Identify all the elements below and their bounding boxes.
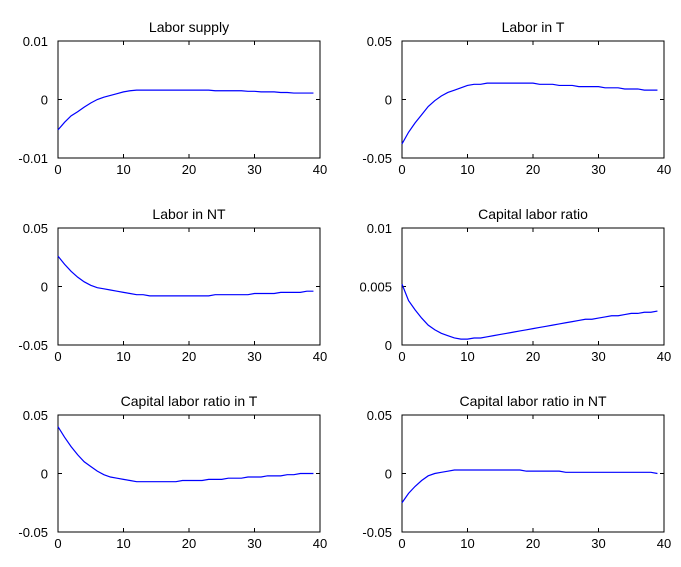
subplot-5: Capital labor ratio in T 0 10 20 30 40 -0.05 0 0…: [18, 393, 327, 551]
series-line: [57, 426, 314, 483]
x-tick-label: 20: [526, 536, 540, 551]
x-tick-label: 30: [247, 536, 261, 551]
subplot-1: Labor supply 0 10 20 30 40 -0.01 0 0.01: [18, 19, 327, 177]
x-tick-label: 0: [54, 349, 61, 364]
x-tick-label: 20: [182, 536, 196, 551]
y-tick-label: 0: [41, 467, 48, 482]
x-tick-label: 10: [460, 162, 474, 177]
axes-frame: [57, 40, 321, 159]
x-tick-label: 40: [313, 162, 327, 177]
subplot-6: Capital labor ratio in NT 0 10 20 30 40 -0.05 0…: [362, 393, 671, 551]
subplot-title: Labor in NT: [152, 206, 226, 222]
subplot-title: Capital labor ratio in NT: [459, 393, 607, 409]
x-tick-label: 30: [591, 536, 605, 551]
subplot-4: Capital labor ratio 0 10 20 30 40 0 0.005 0.01: [359, 206, 671, 364]
y-tick-label: 0: [385, 93, 392, 108]
y-tick-label: 0.05: [23, 221, 48, 236]
y-tick-label: -0.05: [362, 151, 392, 166]
x-tick-label: 0: [54, 536, 61, 551]
y-tick-label: 0.005: [359, 280, 392, 295]
x-tick-label: 30: [247, 349, 261, 364]
x-tick-label: 30: [591, 349, 605, 364]
x-tick-label: 20: [182, 162, 196, 177]
x-tick-label: 30: [591, 162, 605, 177]
series-line: [401, 469, 658, 504]
x-tick-label: 40: [657, 536, 671, 551]
x-tick-label: 10: [116, 162, 130, 177]
y-tick-label: -0.05: [362, 525, 392, 540]
x-tick-label: 20: [182, 349, 196, 364]
series-line: [57, 89, 314, 131]
y-tick-label: 0.01: [367, 221, 392, 236]
subplot-3: Labor in NT 0 10 20 30 40 -0.05 0 0.05: [18, 206, 327, 364]
x-tick-label: 10: [460, 536, 474, 551]
x-tick-label: 30: [247, 162, 261, 177]
series-line: [401, 283, 658, 340]
y-tick-label: -0.01: [18, 151, 48, 166]
x-tick-label: 40: [657, 349, 671, 364]
subplot-title: Capital labor ratio: [478, 206, 588, 222]
subplot-title: Capital labor ratio in T: [121, 393, 258, 409]
axes-frame: [401, 227, 665, 346]
subplot-2: Labor in T 0 10 20 30 40 -0.05 0 0.05: [362, 19, 671, 177]
series-line: [57, 255, 314, 297]
axes-frame: [57, 227, 321, 346]
x-tick-label: 0: [398, 162, 405, 177]
subplot-title: Labor supply: [149, 19, 229, 35]
x-tick-label: 0: [398, 349, 405, 364]
y-tick-label: 0: [385, 467, 392, 482]
x-tick-label: 40: [313, 349, 327, 364]
axes-frame: [401, 40, 665, 159]
x-tick-label: 0: [398, 536, 405, 551]
series-line: [401, 82, 658, 145]
x-tick-label: 20: [526, 349, 540, 364]
y-tick-label: 0: [41, 93, 48, 108]
x-tick-label: 10: [460, 349, 474, 364]
subplot-title: Labor in T: [502, 19, 565, 35]
axes-frame: [401, 414, 665, 533]
y-tick-label: 0.05: [367, 34, 392, 49]
x-tick-label: 10: [116, 536, 130, 551]
y-tick-label: 0.05: [23, 408, 48, 423]
x-tick-label: 40: [657, 162, 671, 177]
y-tick-label: 0: [385, 338, 392, 353]
y-tick-label: 0: [41, 280, 48, 295]
y-tick-label: -0.05: [18, 338, 48, 353]
x-tick-label: 40: [313, 536, 327, 551]
y-tick-label: 0.01: [23, 34, 48, 49]
axes-frame: [57, 414, 321, 533]
x-tick-label: 0: [54, 162, 61, 177]
y-tick-label: 0.05: [367, 408, 392, 423]
x-tick-label: 10: [116, 349, 130, 364]
x-tick-label: 20: [526, 162, 540, 177]
y-tick-label: -0.05: [18, 525, 48, 540]
